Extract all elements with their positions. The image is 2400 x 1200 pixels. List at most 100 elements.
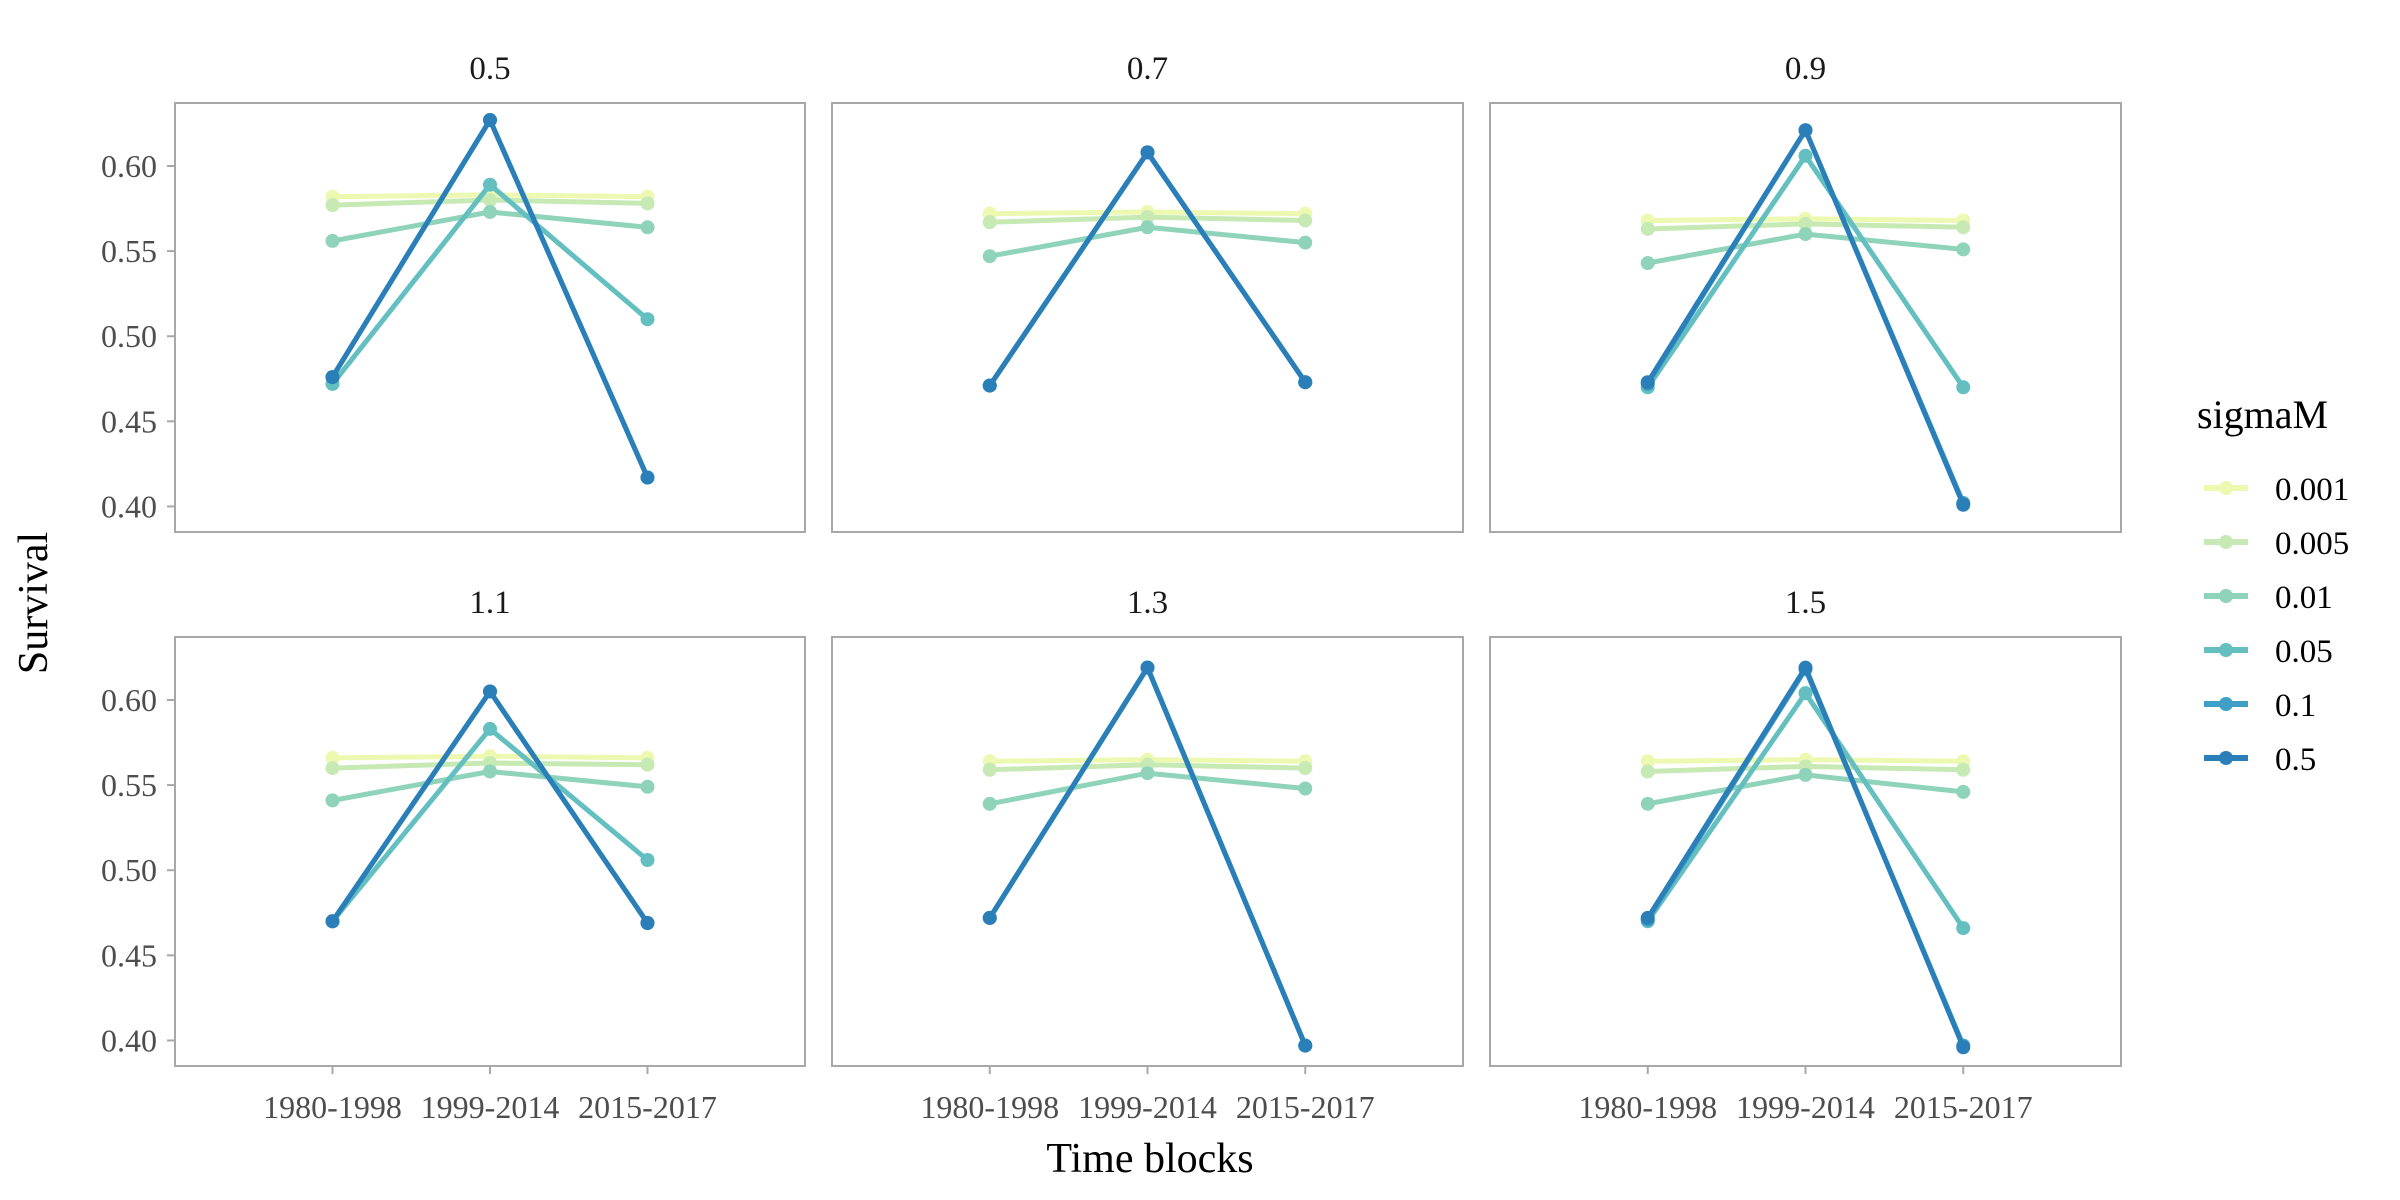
x-tick-label: 1980-1998 xyxy=(263,1089,402,1125)
legend-key-point xyxy=(2219,481,2233,495)
data-point xyxy=(1798,227,1813,242)
legend-key-point xyxy=(2219,589,2233,603)
facet-panel-1: 0.5 xyxy=(174,51,806,533)
data-point xyxy=(325,370,340,385)
data-point xyxy=(982,215,997,230)
data-point xyxy=(325,198,340,213)
data-point xyxy=(1640,375,1655,390)
legend-item: 0.5 xyxy=(2204,742,2316,778)
panel-border xyxy=(174,102,806,533)
data-point xyxy=(325,914,340,929)
data-point xyxy=(483,684,497,699)
facet-title: 1.1 xyxy=(469,585,510,621)
data-point xyxy=(1298,235,1313,250)
legend-label: 0.1 xyxy=(2275,688,2316,724)
data-point xyxy=(982,249,997,264)
data-point xyxy=(640,853,655,868)
data-point xyxy=(325,233,340,248)
legend-label: 0.005 xyxy=(2275,526,2349,562)
series-line-0.1 xyxy=(987,665,1308,1049)
data-point xyxy=(1798,123,1813,138)
y-tick-label: 0.40 xyxy=(101,488,157,524)
y-axes: 0.40 0.45 0.50 0.55 0.60 0.40 0.45 0.50 0.55 0.60 xyxy=(101,148,175,1058)
legend-title: sigmaM xyxy=(2197,392,2328,437)
data-point xyxy=(1640,796,1655,811)
series-line-0.1 xyxy=(987,149,1308,389)
data-point xyxy=(1298,761,1313,776)
data-point xyxy=(640,196,655,211)
data-point xyxy=(1298,375,1313,390)
panel-border xyxy=(831,102,1464,533)
legend-label: 0.05 xyxy=(2275,634,2333,670)
data-point xyxy=(1956,784,1971,799)
legend-item: 0.005 xyxy=(2204,526,2349,562)
data-point xyxy=(483,193,497,208)
series-line-0.5 xyxy=(330,117,650,480)
x-tick-label: 2015-2017 xyxy=(1894,1089,2033,1125)
data-point xyxy=(1298,781,1313,796)
data-point xyxy=(483,721,497,736)
x-tick-label: 1999-2014 xyxy=(1736,1089,1875,1125)
x-axes: 1980-1998 1999-2014 2015-2017 1980-1998 1999… xyxy=(263,1066,2033,1125)
facet-panel-5: 1.3 xyxy=(831,585,1464,1067)
data-point xyxy=(1956,220,1971,235)
data-point xyxy=(1956,1040,1971,1055)
panel-border xyxy=(174,636,806,1067)
legend-key-point xyxy=(2219,697,2233,711)
x-tick-label: 1980-1998 xyxy=(920,1089,1059,1125)
data-point xyxy=(1140,766,1155,781)
facet-panels: 0.5 0.7 0.9 1.1 1.3 1.5 xyxy=(174,51,2122,1067)
y-tick-label: 0.60 xyxy=(101,682,157,718)
panel-border xyxy=(1489,102,2122,533)
legend-key-point xyxy=(2219,751,2233,765)
series-line-0.05 xyxy=(987,149,1308,389)
data-point xyxy=(1640,754,1655,769)
legend-item: 0.001 xyxy=(2204,472,2349,508)
legend-key-point xyxy=(2219,535,2233,549)
data-point xyxy=(640,220,655,235)
x-tick-label: 1980-1998 xyxy=(1578,1089,1717,1125)
facet-title: 0.5 xyxy=(469,51,510,87)
facet-title: 0.9 xyxy=(1785,51,1826,87)
data-point xyxy=(325,750,340,765)
x-tick-label: 2015-2017 xyxy=(1236,1089,1375,1125)
data-point xyxy=(483,113,497,128)
legend-label: 0.01 xyxy=(2275,580,2333,616)
data-point xyxy=(1640,221,1655,236)
facet-title: 0.7 xyxy=(1127,51,1168,87)
facet-panel-6: 1.5 xyxy=(1489,585,2122,1067)
data-point xyxy=(1140,210,1155,225)
data-point xyxy=(640,312,655,327)
data-point xyxy=(640,470,655,485)
panel-border xyxy=(831,636,1464,1067)
legend: sigmaM 0.001 0.005 0.01 0.05 0.1 0.5 xyxy=(2197,392,2349,778)
series-line-0.05 xyxy=(1645,153,1966,390)
data-point xyxy=(1140,145,1155,160)
y-tick-label: 0.60 xyxy=(101,148,157,184)
y-tick-label: 0.55 xyxy=(101,767,157,803)
data-point xyxy=(1298,1038,1313,1053)
data-point xyxy=(1798,148,1813,163)
series-line-0.5 xyxy=(987,665,1308,1049)
data-point xyxy=(1640,910,1655,925)
x-tick-label: 2015-2017 xyxy=(578,1089,717,1125)
data-point xyxy=(1298,213,1313,228)
data-point xyxy=(1798,216,1813,231)
legend-label: 0.5 xyxy=(2275,742,2316,778)
facet-title: 1.5 xyxy=(1785,585,1826,621)
data-point xyxy=(483,764,497,779)
y-tick-label: 0.40 xyxy=(101,1022,157,1058)
data-point xyxy=(982,796,997,811)
data-point xyxy=(325,761,340,776)
y-tick-label: 0.55 xyxy=(101,233,157,269)
data-point xyxy=(1956,762,1971,777)
data-point xyxy=(1798,660,1813,675)
data-point xyxy=(982,378,997,393)
x-axis-title: Time blocks xyxy=(1046,1136,1253,1182)
y-tick-label: 0.50 xyxy=(101,318,157,354)
facet-panel-3: 0.9 xyxy=(1489,51,2122,533)
data-point xyxy=(1956,497,1971,512)
data-point xyxy=(1956,380,1971,395)
data-point xyxy=(640,916,655,930)
data-point xyxy=(982,910,997,925)
